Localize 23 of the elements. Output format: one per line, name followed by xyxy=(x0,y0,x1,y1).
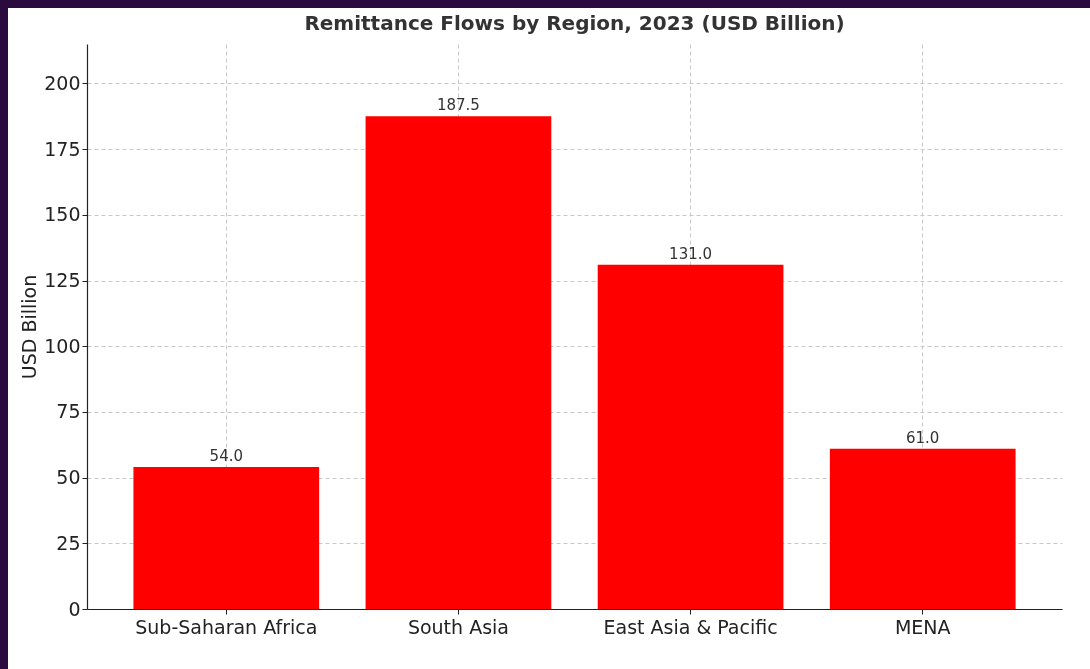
y-tick-label: 200 xyxy=(44,71,81,94)
data-label: 54.0 xyxy=(209,447,243,466)
y-tick-label: 150 xyxy=(44,203,81,226)
y-tick-label: 100 xyxy=(44,334,81,357)
y-tick-label: 0 xyxy=(68,597,81,620)
x-tick-label: MENA xyxy=(894,615,951,638)
data-label: 61.0 xyxy=(906,428,940,447)
bar xyxy=(365,116,552,609)
y-tick-label: 50 xyxy=(56,466,81,489)
y-axis-title: USD Billion xyxy=(18,274,41,380)
y-tick-label: 75 xyxy=(56,400,81,423)
x-tick-label: South Asia xyxy=(407,615,509,638)
x-tick-label: Sub-Saharan Africa xyxy=(135,615,318,638)
data-label: 131.0 xyxy=(669,244,713,263)
bar xyxy=(829,448,1016,609)
y-tick-label: 125 xyxy=(44,269,81,292)
y-tick-label: 175 xyxy=(44,137,81,160)
data-label: 187.5 xyxy=(436,96,480,115)
y-tick-label: 25 xyxy=(56,531,81,554)
x-tick-label: East Asia & Pacific xyxy=(603,615,778,638)
chart-title: Remittance Flows by Region, 2023 (USD Billion) xyxy=(304,11,845,35)
bar xyxy=(597,264,784,609)
bar xyxy=(133,467,320,609)
